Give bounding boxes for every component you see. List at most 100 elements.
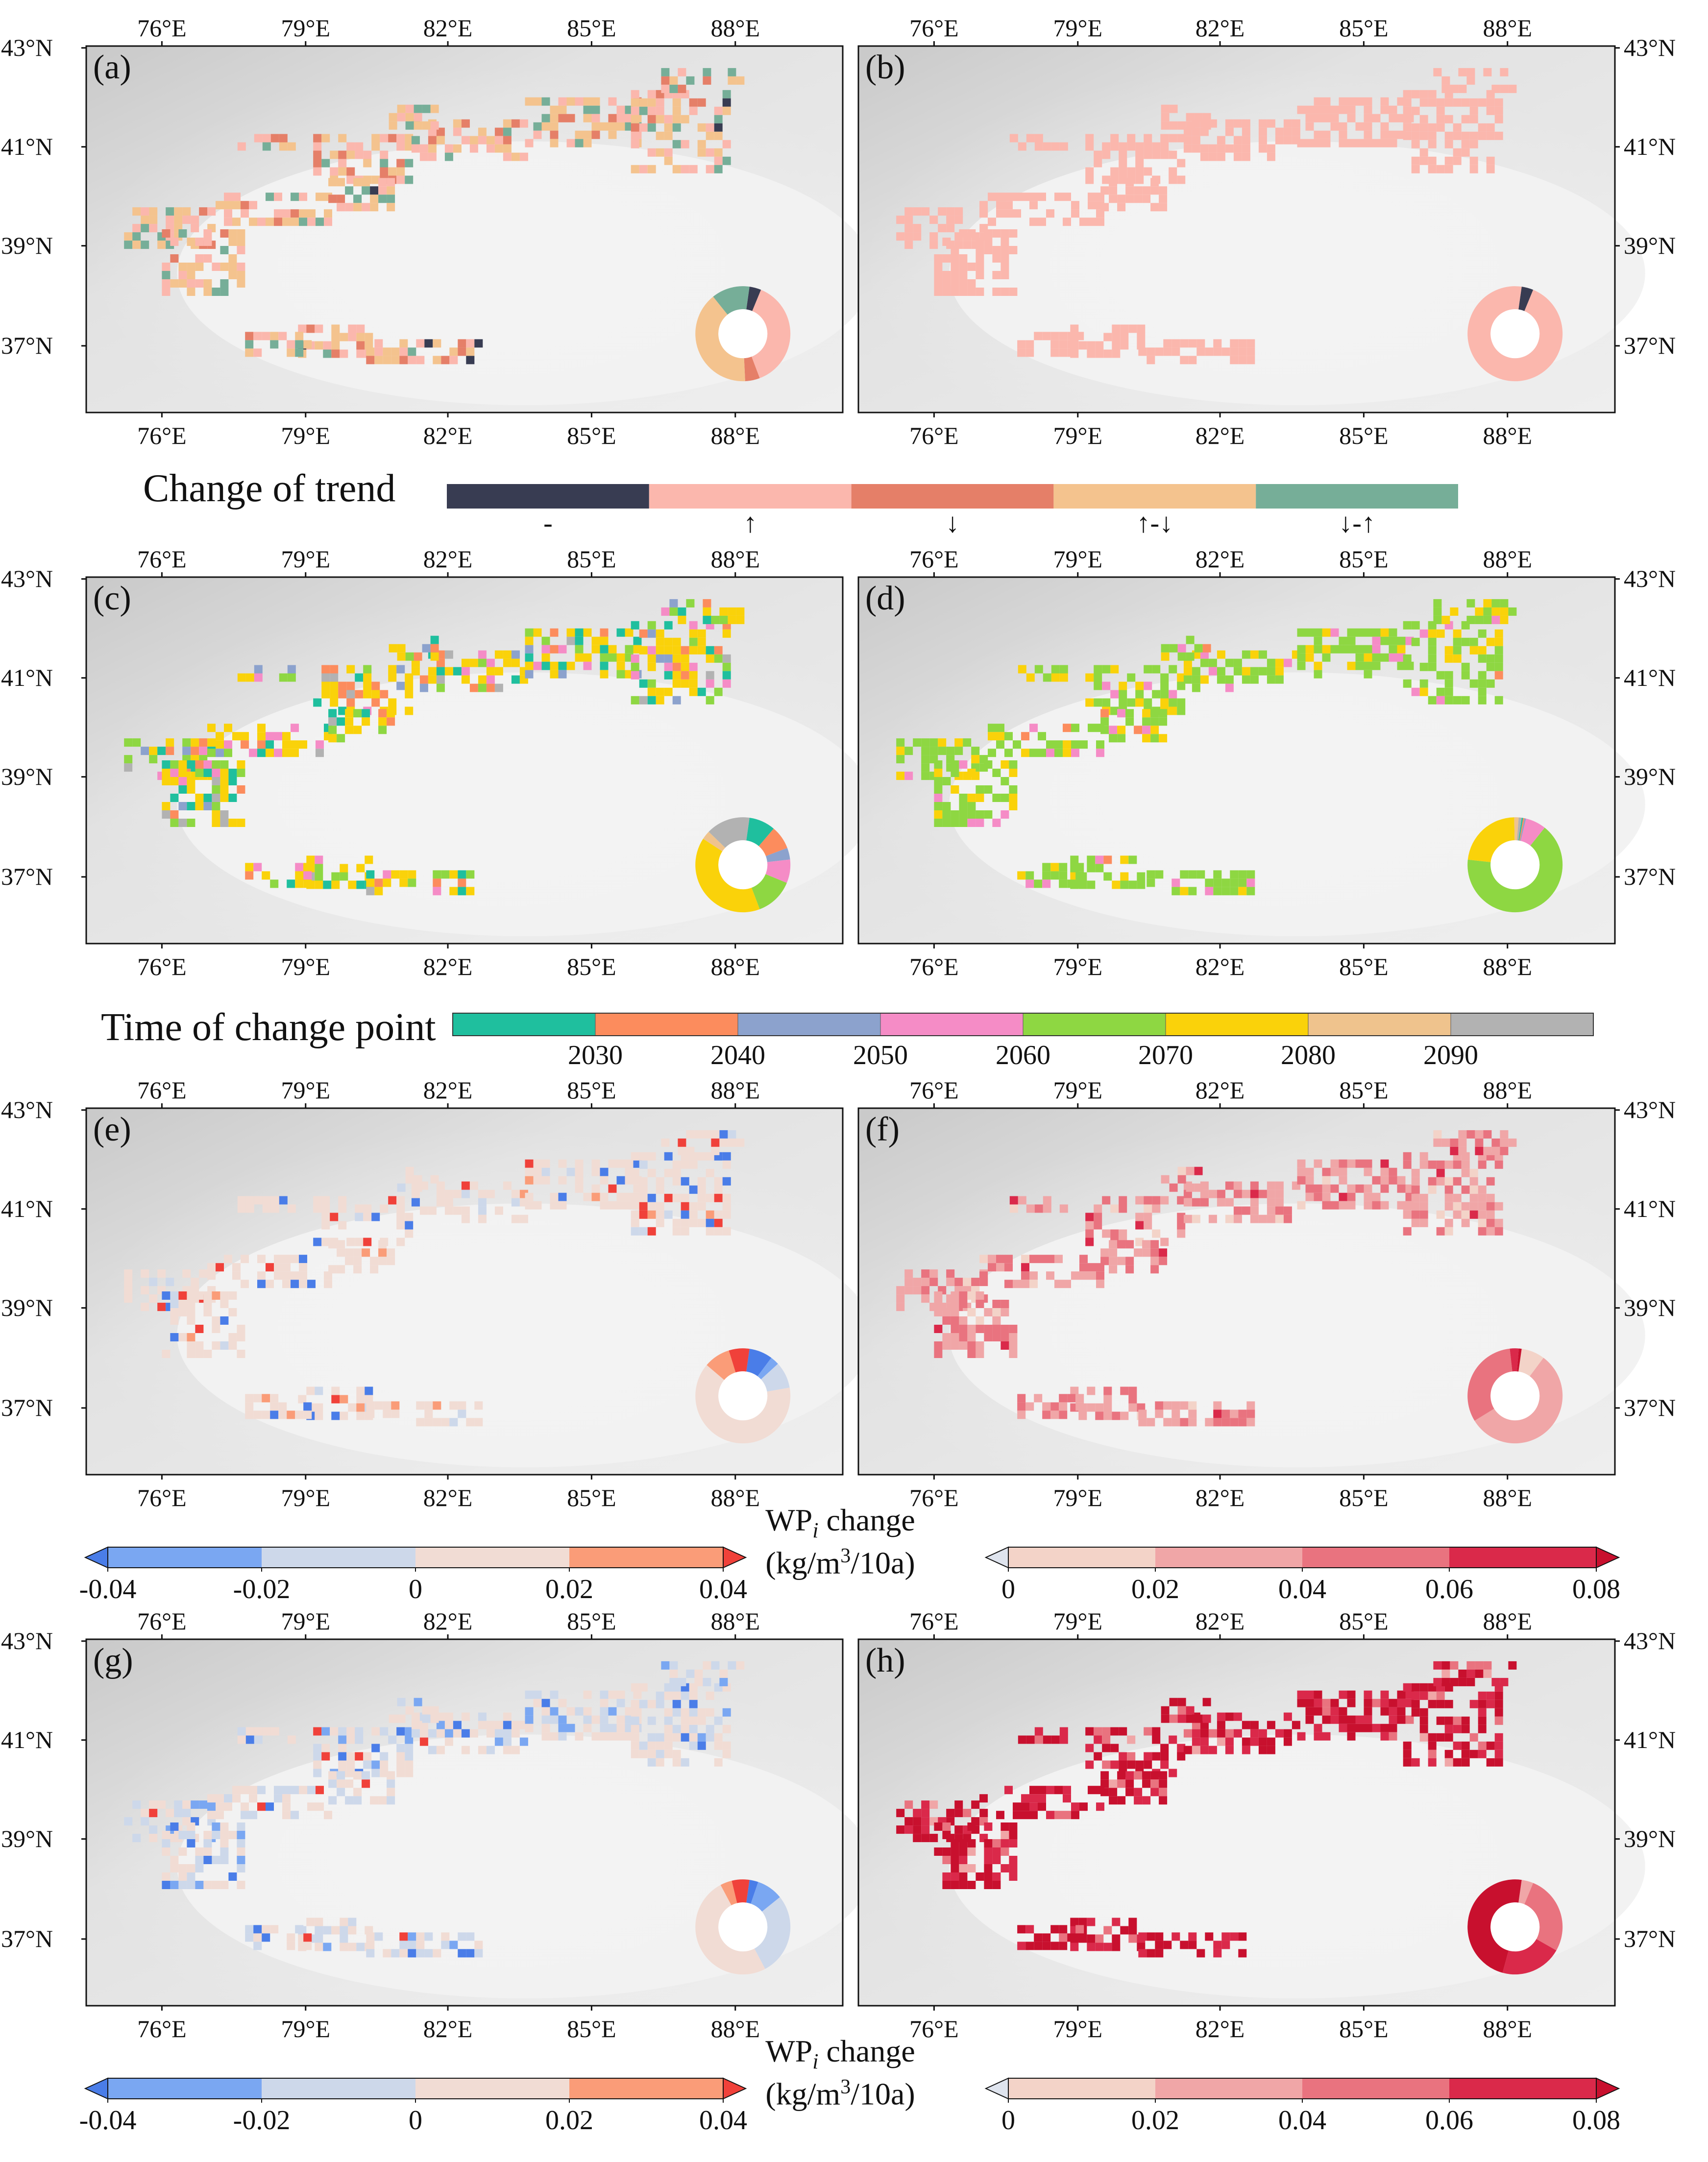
map-pixel — [315, 1386, 323, 1395]
map-pixel — [203, 1881, 212, 1889]
panel-label-0: (a) — [93, 49, 131, 86]
lon-label-top: 88°E — [1483, 1076, 1533, 1104]
map-pixel — [1138, 347, 1147, 356]
map-pixel — [321, 1238, 330, 1246]
map-pixel — [541, 1707, 550, 1716]
map-pixel — [1441, 1661, 1450, 1670]
pie-slice-4-1 — [757, 1358, 778, 1380]
map-pixel — [366, 1949, 375, 1958]
map-pixel — [396, 167, 405, 176]
pie-hole-2 — [718, 840, 768, 890]
map-pixel — [374, 339, 383, 348]
map-pixel — [971, 1800, 980, 1809]
map-pixel — [1230, 1932, 1239, 1941]
map-pixel — [616, 1201, 625, 1210]
map-pixel — [287, 348, 295, 357]
map-pixel — [444, 667, 453, 676]
pie-chart-1 — [1467, 286, 1563, 382]
map-pixel — [1466, 1669, 1475, 1678]
map-pixel — [1134, 726, 1143, 734]
map-pixel — [694, 1677, 703, 1686]
map-pixel — [1085, 142, 1094, 151]
map-pixel — [511, 1746, 520, 1754]
map-pixel — [1171, 1409, 1180, 1418]
map-pixel — [220, 246, 229, 254]
map-pixel — [1009, 794, 1018, 802]
map-pixel — [664, 1733, 673, 1742]
colorbar-label-sequential-top-4: 0.08 — [1572, 1574, 1620, 1604]
map-pixel — [608, 114, 617, 122]
map-pixel — [1217, 1729, 1225, 1738]
colorbar-extend-low-sequential-top — [984, 1546, 1009, 1569]
map-pixel — [195, 263, 204, 271]
map-pixel — [697, 123, 706, 132]
map-pixel — [1050, 1925, 1059, 1934]
map-pixel — [1138, 1932, 1147, 1941]
map-pixel — [1283, 1712, 1292, 1721]
map-pixel — [656, 637, 664, 646]
map-pixel — [338, 1744, 347, 1752]
map-pixel — [661, 68, 670, 76]
map-pixel — [929, 1834, 938, 1843]
map-pixel — [397, 652, 406, 661]
map-pixel — [681, 1691, 689, 1700]
map-pixel — [249, 218, 257, 226]
colorbar-label-sequential-top-3: 0.06 — [1425, 1574, 1473, 1604]
map-pixel — [203, 1856, 212, 1864]
map-pixel — [216, 1263, 224, 1272]
map-pixel — [550, 105, 559, 114]
map-pixel — [1292, 119, 1300, 128]
map-pixel — [1127, 134, 1136, 143]
pie-slice-2-7 — [708, 817, 750, 848]
map-pixel — [1067, 340, 1076, 349]
map-pixel — [1478, 687, 1487, 696]
map-pixel — [1177, 644, 1186, 653]
map-pixel — [436, 136, 445, 145]
map-pixel — [951, 1316, 959, 1325]
map-pixel — [1217, 1190, 1225, 1198]
map-pixel — [1208, 1729, 1217, 1738]
map-pixel — [216, 749, 224, 757]
map-pixel — [1059, 1204, 1068, 1213]
map-pixel — [262, 1925, 270, 1934]
map-pixel — [241, 1786, 249, 1795]
map-pixel — [1494, 1716, 1503, 1725]
time-bar-frame — [452, 1013, 1594, 1036]
map-pixel — [1100, 203, 1109, 212]
map-pixel — [934, 1847, 943, 1856]
map-pixel — [220, 263, 229, 271]
map-pixel — [984, 1847, 993, 1856]
map-pixel — [1419, 679, 1428, 688]
map-pixel — [1403, 1227, 1412, 1236]
map-pixel — [1000, 794, 1009, 802]
map-pixel — [1347, 139, 1356, 147]
lon-label-bottom: 82°E — [1195, 953, 1245, 980]
map-pixel — [525, 1192, 534, 1201]
map-pixel — [279, 134, 288, 143]
map-pixel — [1347, 1724, 1356, 1732]
map-pixel — [967, 1350, 976, 1358]
map-pixel — [1466, 1130, 1475, 1139]
map-pixel — [366, 1409, 375, 1418]
map-pixel — [274, 1786, 282, 1795]
map-pixel — [1202, 113, 1211, 121]
wp-title-rest: change — [818, 2034, 915, 2068]
map-pixel — [337, 1240, 345, 1249]
map-pixel — [187, 1316, 195, 1325]
map-pixel — [1491, 599, 1500, 607]
map-pixel — [1208, 667, 1217, 676]
wp-unit-sup: 3 — [840, 2076, 851, 2098]
map-pixel — [1478, 1202, 1487, 1211]
map-pixel — [396, 1727, 405, 1736]
map-pixel — [550, 130, 559, 139]
pie-slice-3-0 — [1518, 818, 1523, 841]
map-pixel — [337, 1771, 345, 1780]
map-pixel — [1242, 136, 1250, 145]
map-pixel — [639, 106, 648, 115]
map-pixel — [1441, 1138, 1450, 1147]
lon-label-bottom: 88°E — [710, 2015, 760, 2042]
map-pixel — [1403, 1758, 1412, 1767]
colorbar-extend-high-sequential-bottom — [1596, 2077, 1620, 2100]
map-pixel — [1230, 870, 1239, 879]
map-pixel — [494, 127, 503, 136]
